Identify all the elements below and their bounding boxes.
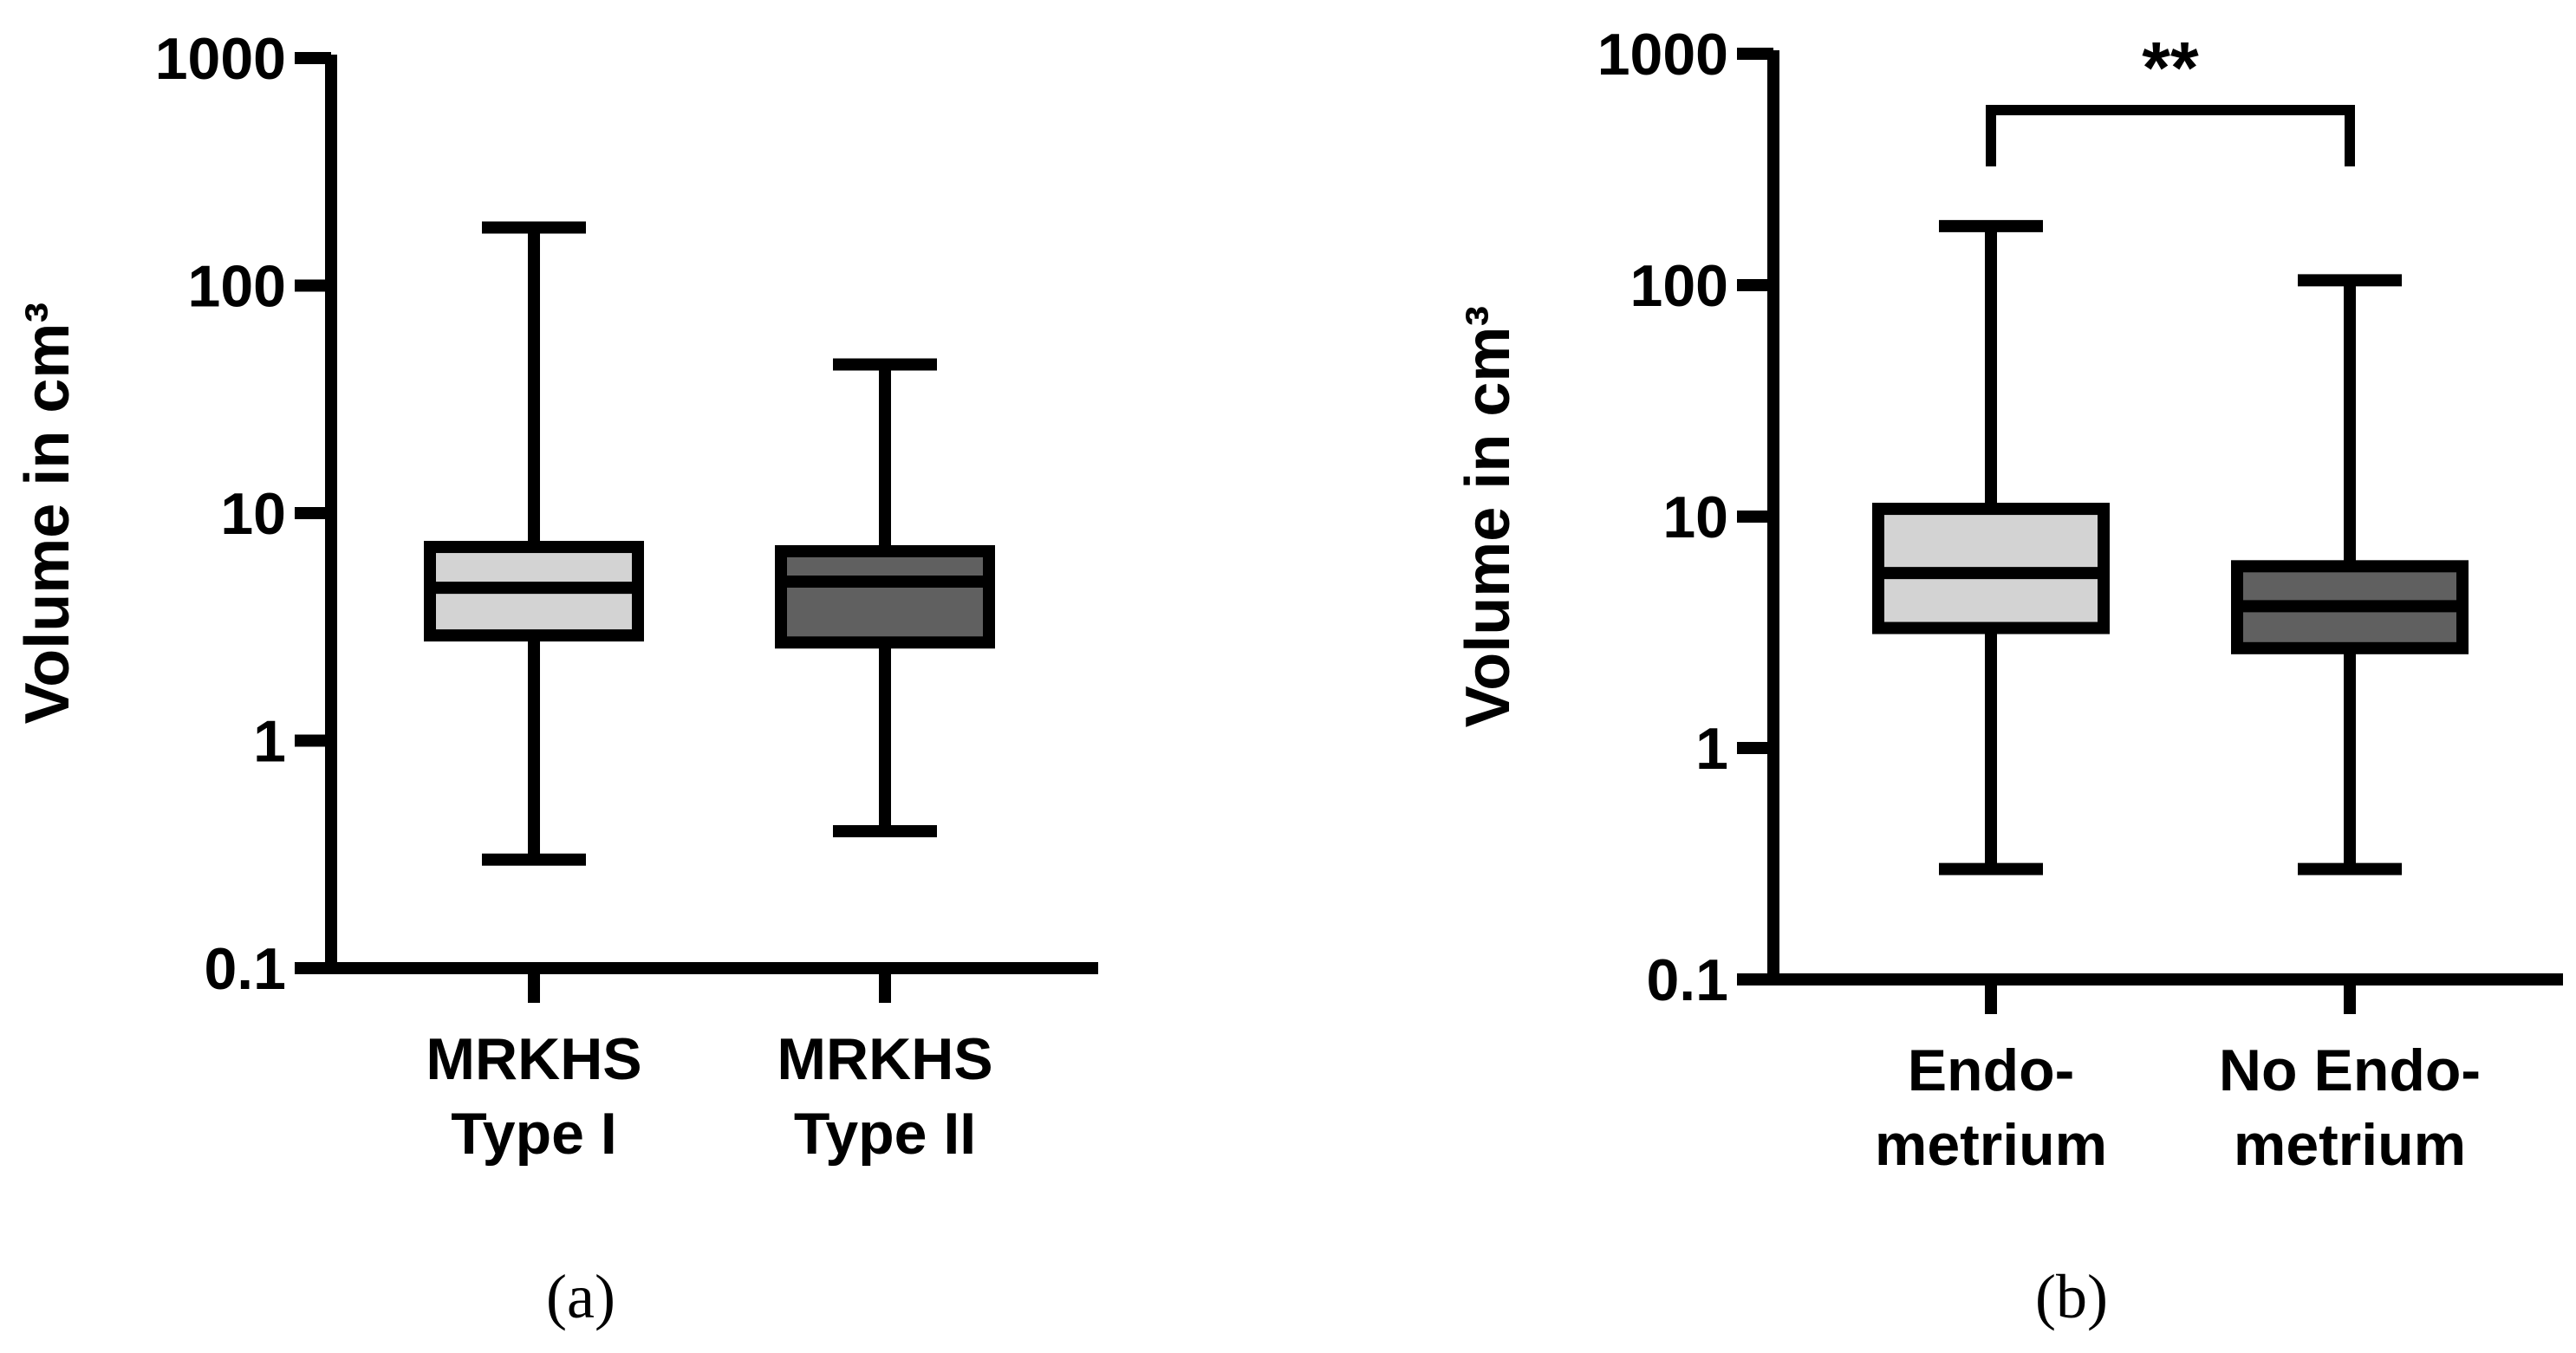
x-category-label: metrium: [1875, 1112, 2107, 1178]
y-tick-label: 1: [253, 709, 286, 775]
box-plot-2: [775, 358, 995, 837]
significance-bracket: [1986, 105, 2355, 166]
x-category-label: MRKHS: [777, 1026, 992, 1092]
y-tick-label: 0.1: [1646, 947, 1728, 1013]
chart-panel-b: 0.1 1 10 100 1000 Volume in cm³ Endo-metrium No…: [1454, 22, 2563, 1178]
x-category-label: metrium: [2234, 1112, 2466, 1178]
x-category-label: MRKHS: [426, 1026, 641, 1092]
y-tick-label: 100: [1630, 253, 1728, 319]
x-category-label: Endo-: [1908, 1038, 2075, 1103]
x-category-label: No Endo-: [2219, 1038, 2481, 1103]
y-tick-label: 1000: [155, 26, 286, 92]
box-plot-2: [2231, 274, 2469, 875]
y-tick-label: 10: [1662, 485, 1728, 550]
y-axis-title: Volume in cm³: [1454, 306, 1523, 728]
y-tick-label: 1: [1695, 716, 1728, 782]
panel-caption-b: (b): [2035, 1262, 2108, 1331]
panel-caption-a: (a): [546, 1262, 615, 1331]
significance-label: **: [2142, 27, 2199, 108]
chart-panel-a: 0.1 1 10 100 1000 Volume in cm³ MRKHS Type I MRK…: [13, 26, 1098, 1167]
box-plot-1: [424, 221, 644, 866]
box-plot-1: [1872, 219, 2110, 875]
y-tick-label: 0.1: [204, 936, 286, 1002]
y-tick-label: 100: [188, 254, 286, 320]
y-tick-label: 10: [220, 481, 286, 547]
x-category-label: Type I: [451, 1101, 616, 1167]
y-axis-title: Volume in cm³: [13, 302, 82, 725]
x-category-label: Type II: [794, 1101, 976, 1167]
y-tick-label: 1000: [1597, 22, 1728, 88]
iqr-box: [775, 544, 995, 649]
